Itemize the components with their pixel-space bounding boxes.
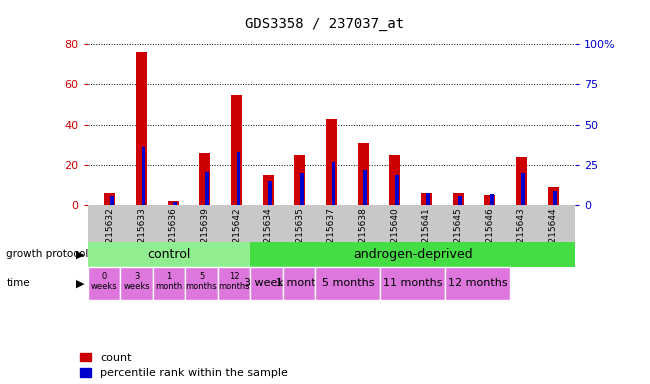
Bar (458, 196, 462, 205)
Text: GSM215643: GSM215643 (517, 207, 526, 262)
Text: ▶: ▶ (76, 278, 85, 288)
Text: 3
weeks: 3 weeks (124, 272, 150, 291)
Bar (332, 162, 335, 205)
Text: GSM215642: GSM215642 (232, 207, 241, 262)
Text: 12
months: 12 months (218, 272, 250, 291)
Bar (363, 170, 367, 205)
Bar (168, 201, 179, 205)
Text: 5
months: 5 months (186, 272, 217, 291)
Bar (263, 175, 274, 205)
Bar (553, 191, 557, 205)
Bar (136, 52, 147, 205)
Text: GSM215639: GSM215639 (200, 207, 209, 262)
Bar (547, 187, 558, 205)
Text: 12 months: 12 months (448, 278, 508, 288)
Text: GSM215632: GSM215632 (105, 207, 114, 262)
Bar (426, 192, 430, 205)
Bar (421, 194, 432, 205)
Text: GSM215637: GSM215637 (327, 207, 336, 262)
Text: growth protocol: growth protocol (6, 249, 89, 260)
Bar (521, 173, 525, 205)
Bar (294, 155, 305, 205)
Bar (205, 172, 209, 205)
Bar (484, 195, 495, 205)
Text: 11 months: 11 months (383, 278, 443, 288)
Text: control: control (148, 248, 190, 261)
Text: ▶: ▶ (76, 249, 85, 260)
Text: GSM215635: GSM215635 (295, 207, 304, 262)
Text: GSM215638: GSM215638 (359, 207, 368, 262)
Text: GSM215636: GSM215636 (169, 207, 177, 262)
Bar (268, 181, 272, 205)
Bar (173, 202, 177, 205)
Text: GSM215634: GSM215634 (264, 207, 273, 262)
Bar (452, 194, 463, 205)
Bar (300, 173, 304, 205)
Bar (389, 155, 400, 205)
Text: GSM215646: GSM215646 (486, 207, 494, 262)
Bar (358, 143, 369, 205)
Text: time: time (6, 278, 30, 288)
Bar (200, 153, 211, 205)
Text: GDS3358 / 237037_at: GDS3358 / 237037_at (246, 17, 404, 31)
Bar (516, 157, 527, 205)
Text: 1 month: 1 month (276, 278, 322, 288)
Text: 3 weeks: 3 weeks (244, 278, 289, 288)
Text: GSM215640: GSM215640 (390, 207, 399, 262)
Bar (395, 175, 398, 205)
Text: GSM215644: GSM215644 (549, 207, 558, 262)
Bar (142, 147, 146, 205)
Bar (490, 194, 493, 205)
Legend: count, percentile rank within the sample: count, percentile rank within the sample (81, 353, 288, 379)
Bar (326, 119, 337, 205)
Bar (231, 94, 242, 205)
Bar (237, 152, 240, 205)
Bar (105, 194, 116, 205)
Text: GSM215641: GSM215641 (422, 207, 431, 262)
Bar (110, 196, 114, 205)
Text: androgen-deprived: androgen-deprived (353, 248, 473, 261)
Text: 0
weeks: 0 weeks (91, 272, 117, 291)
Text: 1
month: 1 month (155, 272, 183, 291)
Text: GSM215633: GSM215633 (137, 207, 146, 262)
Text: 5 months: 5 months (322, 278, 374, 288)
Text: GSM215645: GSM215645 (454, 207, 463, 262)
